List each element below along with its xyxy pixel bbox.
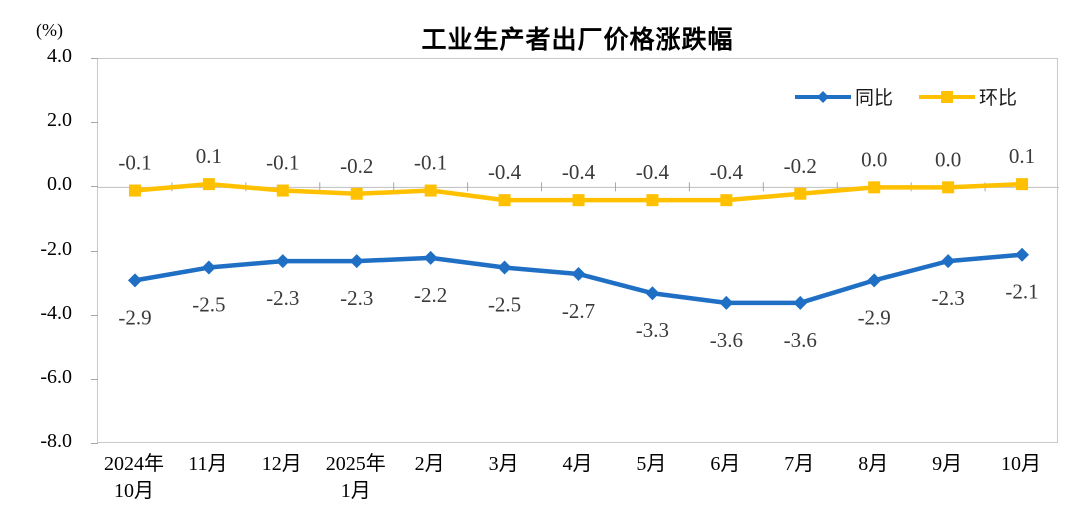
y-axis-tick-mark bbox=[91, 378, 98, 380]
data-label: -0.1 bbox=[266, 151, 299, 175]
data-point-marker[interactable] bbox=[128, 184, 141, 197]
y-axis-tick-label: -6.0 bbox=[40, 365, 72, 388]
data-label: -0.1 bbox=[414, 151, 447, 175]
y-axis-tick-label: -2.0 bbox=[40, 237, 72, 260]
data-label: -2.3 bbox=[266, 286, 299, 310]
x-axis-tick-label: 11月 bbox=[188, 453, 228, 475]
data-point-marker[interactable] bbox=[201, 260, 216, 275]
chart-canvas: -2.9 -2.5 -2.3 -2.3 -2.2 -2.5 -2.7 -3.3 -3.6 -3.6… bbox=[98, 144, 1059, 352]
data-point-marker[interactable] bbox=[867, 273, 882, 288]
data-point-marker[interactable] bbox=[645, 286, 660, 301]
data-point-marker[interactable] bbox=[793, 295, 808, 310]
data-label: -0.4 bbox=[562, 160, 596, 184]
x-axis-tick-label: 2025年 1月 bbox=[325, 453, 386, 502]
x-axis-tick-label: 8月 bbox=[858, 453, 889, 475]
data-label: -3.6 bbox=[710, 328, 743, 352]
data-point-marker[interactable] bbox=[424, 184, 437, 197]
data-point-marker[interactable] bbox=[497, 260, 512, 275]
data-label: -2.5 bbox=[488, 293, 521, 317]
legend-item-mom[interactable]: 环比 bbox=[918, 83, 1017, 110]
data-point-marker[interactable] bbox=[868, 181, 881, 194]
y-axis-tick-mark bbox=[91, 58, 98, 59]
data-label: -2.9 bbox=[118, 305, 151, 329]
y-axis-tick-mark bbox=[91, 250, 98, 252]
data-label: -2.2 bbox=[414, 283, 447, 307]
data-label: -2.7 bbox=[562, 299, 595, 323]
data-point-marker[interactable] bbox=[941, 254, 956, 269]
data-point-marker[interactable] bbox=[127, 273, 142, 288]
y-axis-tick-label: 4.0 bbox=[47, 45, 72, 67]
data-label: 0.0 bbox=[861, 147, 887, 171]
data-point-marker[interactable] bbox=[202, 178, 215, 191]
x-axis-tick-label: 9月 bbox=[932, 453, 963, 475]
data-point-marker[interactable] bbox=[571, 266, 586, 281]
x-axis-tick-label: 2月 bbox=[414, 453, 445, 475]
data-label: -0.4 bbox=[710, 160, 744, 184]
data-label: -0.2 bbox=[784, 154, 817, 178]
y-axis-tick-label: 0.0 bbox=[47, 173, 72, 196]
x-axis-tick-label: 12月 bbox=[261, 453, 302, 475]
x-axis-tick-label: 6月 bbox=[710, 453, 741, 475]
data-point-marker[interactable] bbox=[275, 254, 290, 269]
x-axis-tick-label: 7月 bbox=[784, 453, 815, 475]
y-axis-unit-label: (%) bbox=[36, 20, 63, 40]
data-point-marker[interactable] bbox=[498, 194, 511, 207]
data-label: -2.3 bbox=[931, 286, 964, 310]
y-axis-tick-label: 2.0 bbox=[47, 109, 72, 132]
data-label: -3.6 bbox=[784, 328, 817, 352]
data-point-marker[interactable] bbox=[349, 254, 364, 269]
data-label: -0.4 bbox=[636, 160, 670, 184]
data-label: -0.2 bbox=[340, 154, 373, 178]
data-point-marker[interactable] bbox=[572, 194, 585, 207]
data-label: -0.1 bbox=[118, 151, 151, 175]
data-label: -2.3 bbox=[340, 286, 373, 310]
data-point-marker[interactable] bbox=[942, 181, 955, 194]
data-label: 0.0 bbox=[935, 147, 961, 171]
plot-area: -2.9 -2.5 -2.3 -2.3 -2.2 -2.5 -2.7 -3.3 -3.6 -3.6… bbox=[97, 58, 1059, 443]
legend: 同比 环比 bbox=[794, 83, 1017, 110]
data-label: -2.9 bbox=[858, 305, 891, 329]
data-label: -3.3 bbox=[636, 318, 669, 342]
x-axis-tick-label: 10月 bbox=[1001, 453, 1042, 475]
data-point-marker[interactable] bbox=[646, 194, 659, 207]
yoy-line-diamond-swatch bbox=[794, 90, 851, 103]
data-point-marker[interactable] bbox=[423, 250, 438, 265]
mom-line-square-swatch bbox=[918, 90, 975, 103]
chart-title: 工业生产者出厂价格涨跌幅 bbox=[421, 26, 734, 54]
legend-label-mom: 环比 bbox=[978, 88, 1017, 109]
y-axis-tick-mark bbox=[91, 122, 98, 124]
y-axis-tick-mark bbox=[91, 314, 98, 316]
y-axis-tick-label: -4.0 bbox=[40, 301, 72, 324]
x-axis-tick-label: 2024年 10月 bbox=[103, 453, 164, 502]
x-axis-tick-label: 3月 bbox=[488, 453, 519, 475]
data-point-marker[interactable] bbox=[719, 295, 734, 310]
legend-label-yoy: 同比 bbox=[854, 88, 893, 109]
data-point-marker[interactable] bbox=[350, 187, 363, 200]
data-label: -0.4 bbox=[488, 160, 522, 184]
data-point-marker[interactable] bbox=[720, 194, 733, 207]
data-point-marker[interactable] bbox=[794, 187, 807, 200]
data-label: 0.1 bbox=[196, 144, 222, 168]
data-label: 0.1 bbox=[1009, 144, 1035, 168]
data-point-marker[interactable] bbox=[1015, 247, 1030, 262]
x-axis-tick-label: 4月 bbox=[562, 453, 593, 475]
y-axis-tick-mark bbox=[91, 186, 98, 188]
legend-item-yoy[interactable]: 同比 bbox=[794, 83, 893, 110]
data-label: -2.5 bbox=[192, 293, 225, 317]
data-point-marker[interactable] bbox=[1016, 178, 1029, 191]
data-label: -2.1 bbox=[1005, 280, 1038, 304]
x-axis-tick-label: 5月 bbox=[636, 453, 667, 475]
y-axis-tick-mark bbox=[91, 443, 98, 444]
y-axis-tick-label: -8.0 bbox=[40, 430, 72, 452]
data-point-marker[interactable] bbox=[276, 184, 289, 197]
